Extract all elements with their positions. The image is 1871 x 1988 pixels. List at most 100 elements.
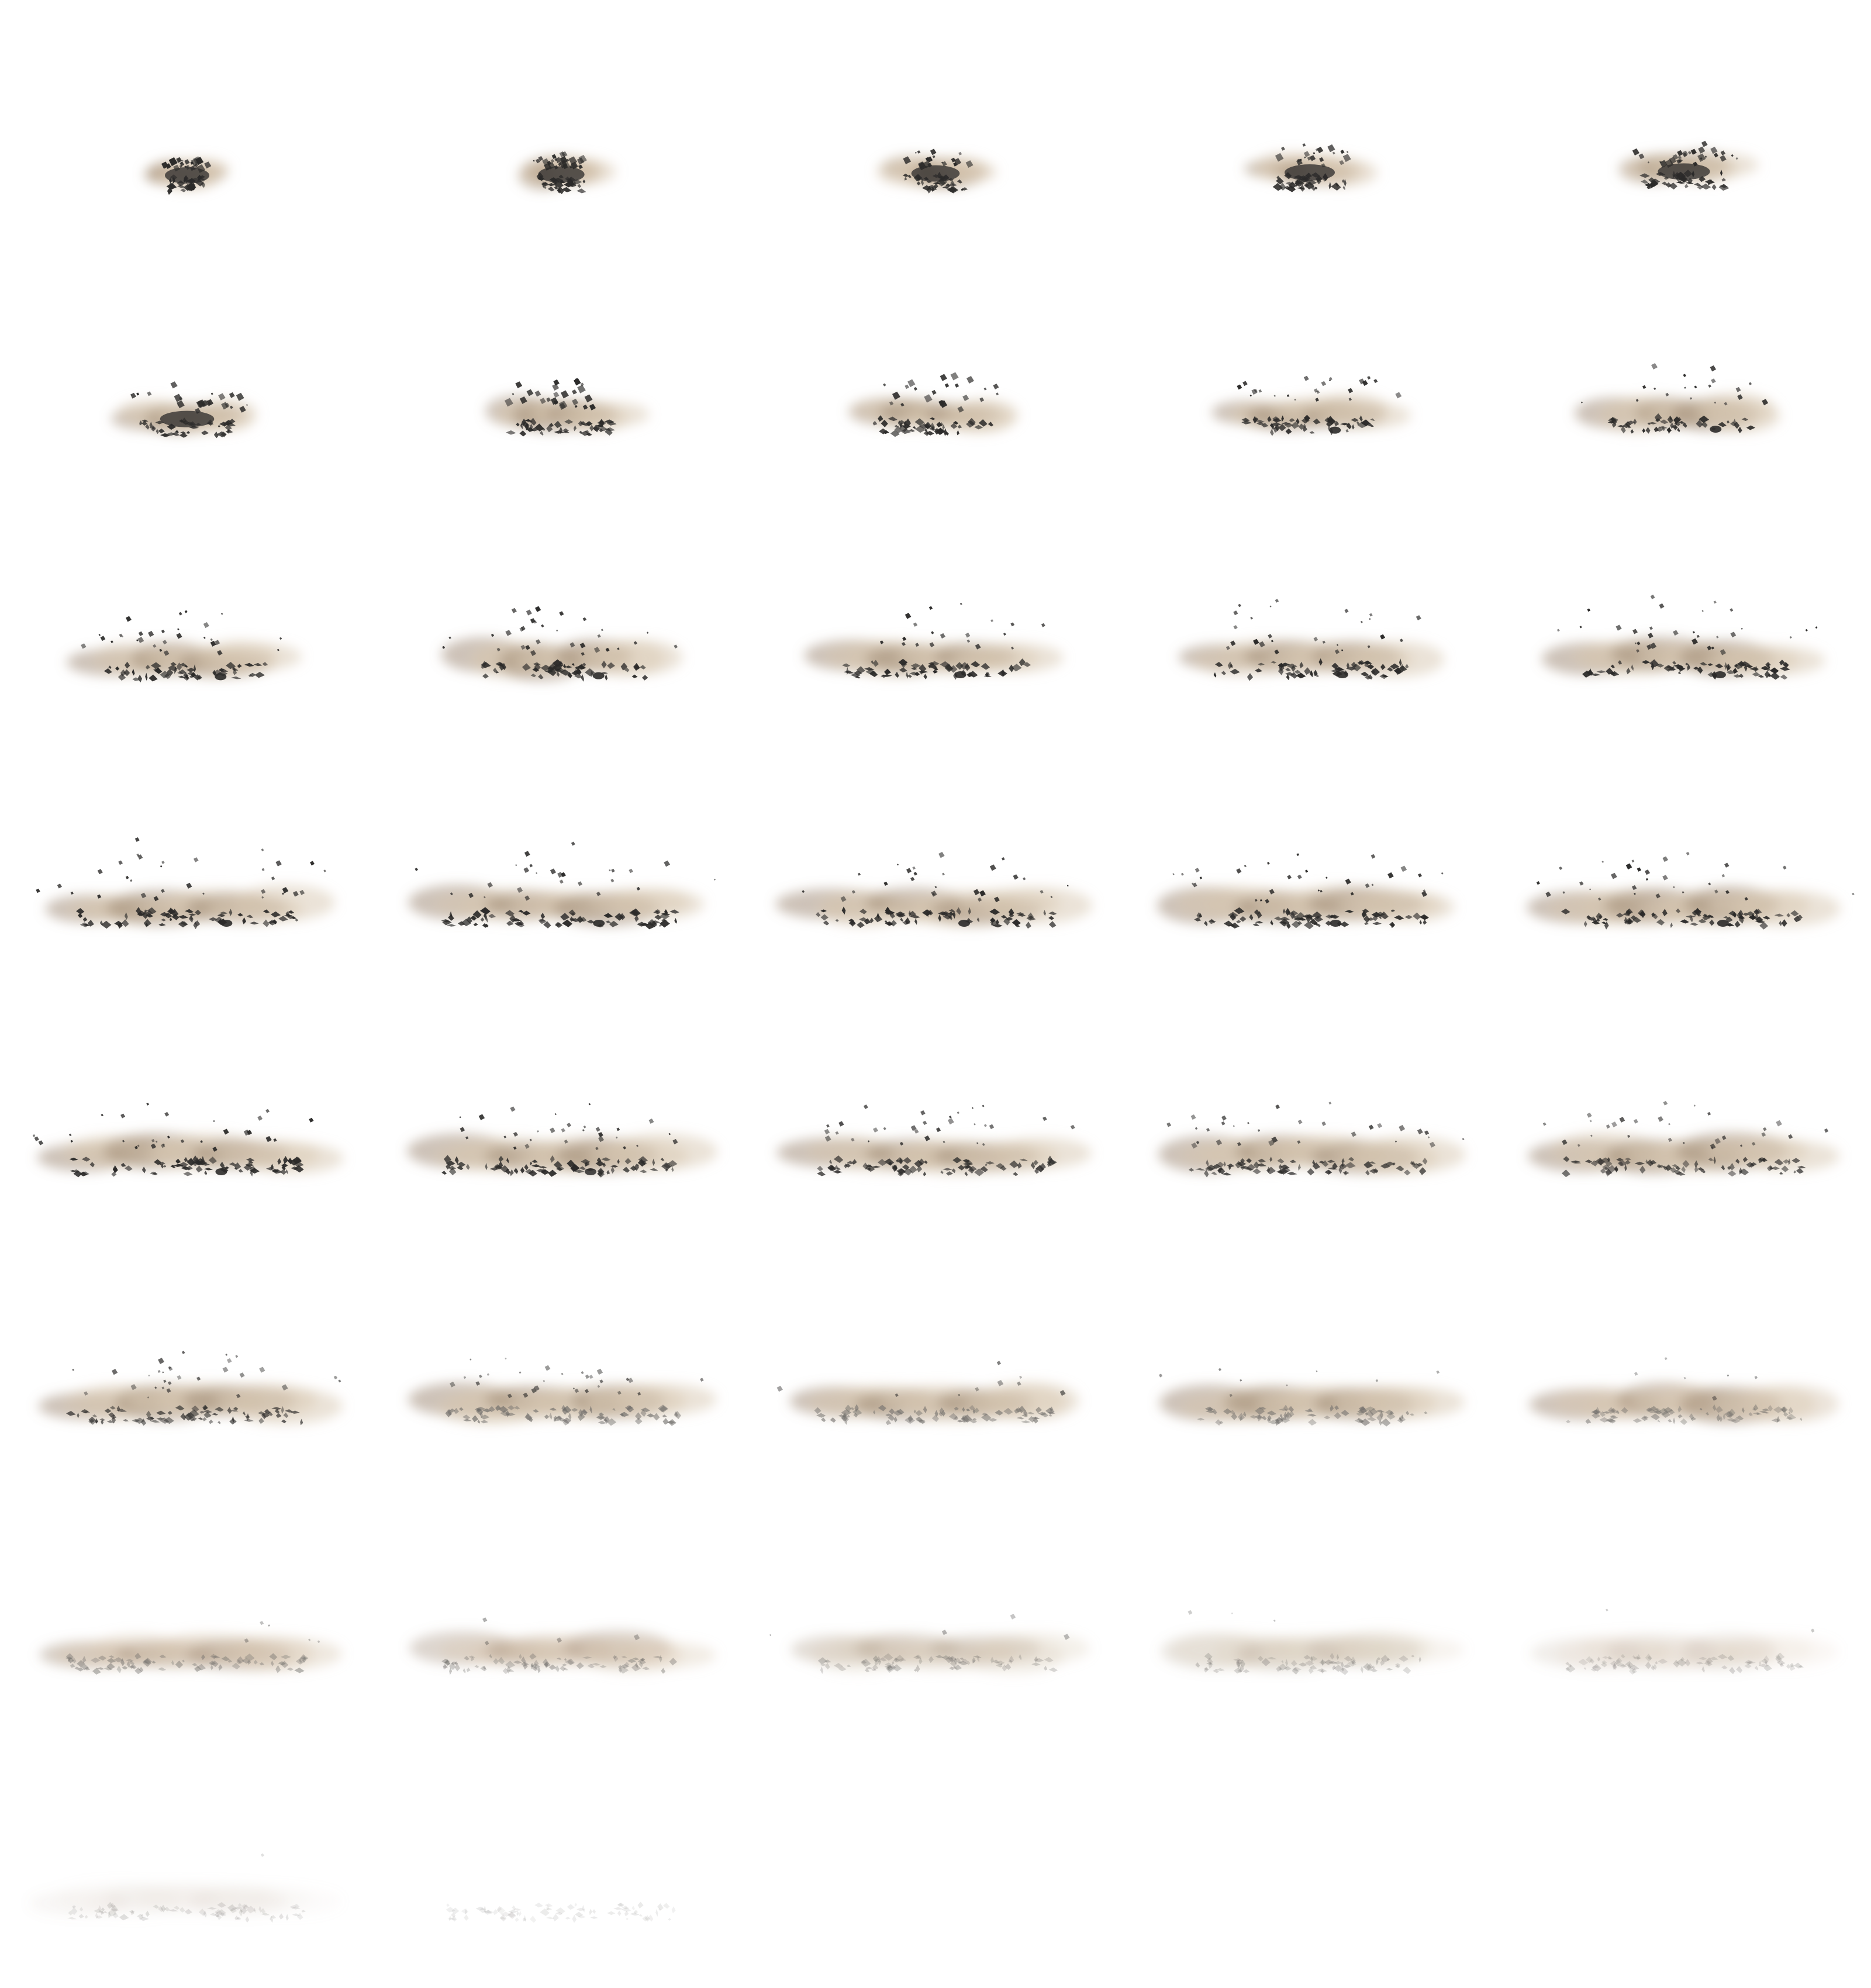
sprite-frame	[374, 1740, 748, 1988]
explosion-frame-graphic	[1159, 1368, 1465, 1427]
dust-cloud	[29, 1882, 341, 1918]
ground-debris	[103, 661, 268, 683]
dust-cloud	[1159, 1385, 1465, 1423]
flying-debris	[72, 1351, 341, 1399]
flying-debris	[1237, 375, 1402, 434]
sprite-frame	[0, 1740, 374, 1988]
flying-debris	[879, 602, 1045, 678]
flying-debris	[32, 1102, 314, 1175]
explosion-frame-graphic	[399, 1880, 727, 1923]
explosion-frame-graphic	[111, 381, 257, 439]
ground-debris	[1562, 1156, 1807, 1178]
flying-debris	[1536, 851, 1855, 927]
explosion-frame-graphic	[1528, 1100, 1840, 1178]
ground-debris	[816, 906, 1057, 929]
empty-frame	[748, 1740, 1123, 1988]
ground-debris	[1565, 1652, 1804, 1675]
explosion-frame-graphic	[1574, 363, 1780, 434]
ground-debris	[1607, 413, 1756, 434]
explosion-frame-graphic	[1160, 1610, 1465, 1675]
flying-debris	[533, 151, 587, 171]
empty-frame	[1497, 1740, 1871, 1988]
ground-debris	[441, 907, 679, 930]
explosion-frame-graphic	[408, 841, 716, 930]
dust-cloud	[408, 1382, 717, 1424]
flying-debris	[1580, 363, 1769, 433]
explosion-frame-graphic	[775, 851, 1093, 929]
flying-debris	[161, 156, 212, 173]
dust-cloud	[790, 1632, 1090, 1674]
explosion-frame-graphic	[876, 149, 997, 194]
sprite-frame	[1123, 1491, 1497, 1740]
explosion-frame-graphic	[1158, 1102, 1466, 1178]
sprite-frame	[1123, 248, 1497, 497]
sprite-frame	[1123, 497, 1497, 746]
flying-debris	[1542, 1100, 1829, 1150]
flying-debris	[824, 1105, 1075, 1146]
explosion-frame-graphic	[144, 156, 229, 195]
explosion-frame-graphic	[32, 1102, 344, 1178]
flying-debris	[776, 1361, 1066, 1397]
dust-cloud	[1541, 637, 1825, 677]
ground-debris	[446, 1901, 676, 1923]
sprite-frame	[1497, 1242, 1871, 1491]
sprite-frame	[1123, 1242, 1497, 1491]
dust-cloud	[1158, 1135, 1466, 1174]
sprite-frame	[374, 746, 748, 994]
explosion-frame-graphic	[485, 378, 650, 437]
explosion-frame-graphic	[409, 1617, 716, 1675]
flying-debris	[130, 381, 248, 414]
ground-debris	[814, 1404, 1055, 1426]
dust-cloud	[1529, 1382, 1839, 1424]
ground-debris	[1566, 1404, 1803, 1426]
sprite-frame	[748, 994, 1123, 1242]
sprite-frame	[0, 1242, 374, 1491]
flying-debris	[1632, 140, 1738, 168]
ground-debris	[817, 1155, 1058, 1176]
flying-debris	[1275, 143, 1351, 168]
dust-cloud	[1530, 1632, 1838, 1671]
explosion-frame-graphic	[1244, 143, 1378, 192]
dust-cloud	[39, 1633, 343, 1672]
sprite-frame	[1123, 746, 1497, 994]
dust-cloud	[1528, 1132, 1840, 1174]
ground-debris	[69, 1155, 304, 1178]
sprite-frame	[1497, 248, 1871, 497]
sprite-frame	[0, 746, 374, 994]
flying-debris	[883, 372, 999, 413]
sprite-frame	[374, 248, 748, 497]
dust-cloud	[399, 1880, 727, 1920]
ground-debris	[65, 1652, 309, 1675]
explosion-frame-graphic	[1527, 851, 1855, 930]
ground-debris	[1197, 1404, 1428, 1427]
ground-debris	[1195, 1652, 1421, 1675]
dust-cloud	[776, 1137, 1092, 1175]
dust-cloud	[441, 637, 683, 681]
flying-debris	[482, 1617, 640, 1645]
flying-debris	[450, 1357, 704, 1399]
explosion-frame-graphic	[38, 1351, 343, 1426]
dust-cloud	[1211, 394, 1411, 431]
sprite-frame	[748, 0, 1123, 248]
explosion-frame-graphic	[518, 151, 616, 195]
flying-debris	[1606, 1609, 1815, 1633]
ground-debris	[506, 417, 617, 437]
sprite-frame	[1497, 497, 1871, 746]
sprite-frame	[374, 497, 748, 746]
flying-debris	[261, 1853, 264, 1857]
sprite-frame	[0, 0, 374, 248]
flying-debris	[415, 841, 716, 927]
explosion-frame-graphic	[66, 610, 302, 683]
flying-debris	[1556, 595, 1818, 678]
flying-debris	[1159, 1368, 1440, 1397]
explosion-frame-graphic	[1178, 599, 1445, 681]
flying-debris	[1166, 1102, 1465, 1149]
flying-debris	[769, 1614, 1070, 1640]
explosion-frame-graphic	[1541, 595, 1825, 680]
dust-cloud	[409, 1630, 716, 1673]
debris-core	[538, 166, 585, 183]
ground-debris	[1194, 907, 1429, 930]
flying-debris	[903, 149, 974, 171]
dust-cloud	[1157, 885, 1455, 924]
sprite-frame	[1497, 1491, 1871, 1740]
